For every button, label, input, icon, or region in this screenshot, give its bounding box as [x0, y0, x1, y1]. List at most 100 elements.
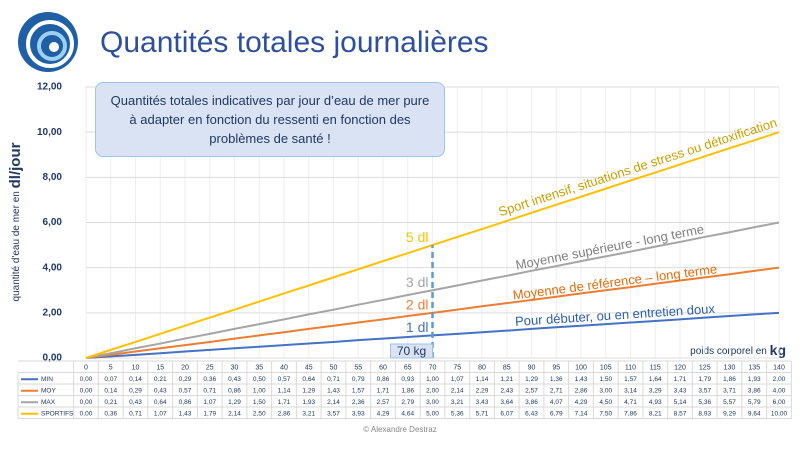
- table-cell: 3,57: [327, 410, 340, 417]
- table-cell: 3,29: [649, 387, 662, 394]
- table-cell: 0,36: [104, 410, 117, 417]
- table-cell: 1,79: [698, 376, 711, 383]
- table-cell: 4,50: [599, 399, 612, 406]
- table-cell: 5,57: [723, 399, 736, 406]
- table-cell: 1,29: [302, 387, 315, 394]
- level-label: 2 dl: [406, 297, 429, 313]
- table-cell: 3,93: [352, 410, 365, 417]
- table-cell: 6,00: [773, 399, 786, 406]
- x-tick-label: 115: [650, 365, 661, 372]
- table-cell: 4,71: [624, 399, 637, 406]
- credit: © Alexandre Destraz: [363, 425, 436, 434]
- x-axis-label: poids corporel en kg: [690, 342, 786, 358]
- table-cell: 4,07: [550, 399, 563, 406]
- table-cell: 8,21: [649, 410, 662, 417]
- table-cell: 5,36: [451, 410, 464, 417]
- level-label: 5 dl: [406, 229, 429, 245]
- table-cell: 0,86: [228, 387, 241, 394]
- x-tick-label: 55: [354, 365, 362, 372]
- logo: [18, 12, 78, 72]
- legend-label: MAX: [41, 399, 56, 406]
- table-cell: 6,79: [550, 410, 563, 417]
- table-cell: 4,93: [649, 399, 662, 406]
- table-cell: 1,86: [401, 387, 414, 394]
- table-cell: 4,29: [575, 399, 588, 406]
- table-cell: 1,93: [302, 399, 315, 406]
- table-cell: 2,43: [500, 387, 513, 394]
- table-cell: 0,57: [179, 387, 192, 394]
- table-cell: 5,71: [476, 410, 489, 417]
- table-cell: 3,57: [698, 387, 711, 394]
- x-tick-label: 30: [231, 365, 239, 372]
- y-tick-label: 6,00: [43, 217, 63, 228]
- table-cell: 6,43: [525, 410, 538, 417]
- table-cell: 3,21: [302, 410, 315, 417]
- table-cell: 0,29: [179, 376, 192, 383]
- y-tick-label: 10,00: [37, 127, 62, 138]
- x-tick-label: 0: [84, 365, 88, 372]
- table-cell: 2,86: [575, 387, 588, 394]
- table-cell: 0,00: [80, 387, 93, 394]
- x-unit: kg: [770, 342, 786, 358]
- table-cell: 10,00: [771, 410, 788, 417]
- table-cell: 2,00: [426, 387, 439, 394]
- table-cell: 2,57: [525, 387, 538, 394]
- x-tick-label: 125: [699, 365, 711, 372]
- x-tick-label: 75: [453, 365, 461, 372]
- table-cell: 0,43: [154, 387, 167, 394]
- table-cell: 3,00: [426, 399, 439, 406]
- table-cell: 0,64: [302, 376, 315, 383]
- level-label: 1 dl: [406, 319, 429, 335]
- table-cell: 1,57: [352, 387, 365, 394]
- y-tick-label: 2,00: [43, 307, 63, 318]
- table-cell: 1,43: [575, 376, 588, 383]
- table-cell: 0,86: [179, 399, 192, 406]
- table-cell: 3,14: [624, 387, 637, 394]
- table-cell: 4,29: [377, 410, 390, 417]
- table-cell: 1,71: [278, 399, 291, 406]
- table-cell: 0,29: [129, 387, 142, 394]
- x-tick-label: 15: [156, 365, 164, 372]
- x-tick-label: 45: [305, 365, 313, 372]
- table-cell: 1,14: [476, 376, 489, 383]
- x-tick-label: 10: [132, 365, 140, 372]
- table-cell: 0,00: [80, 376, 93, 383]
- table-cell: 2,79: [401, 399, 414, 406]
- table-cell: 0,00: [80, 399, 93, 406]
- x-tick-label: 20: [181, 365, 189, 372]
- x-tick-label: 70: [429, 365, 437, 372]
- table-cell: 0,21: [104, 399, 117, 406]
- y-axis-label: quantité d'eau de mer en dl/jour: [7, 142, 24, 301]
- x-tick-label: 50: [330, 365, 338, 372]
- table-cell: 1,07: [154, 410, 167, 417]
- table-cell: 1,29: [228, 399, 241, 406]
- table-cell: 0,07: [104, 376, 117, 383]
- line-annotation: Moyenne supérieure - long terme: [514, 221, 705, 272]
- table-cell: 1,50: [599, 376, 612, 383]
- table-cell: 0,43: [129, 399, 142, 406]
- level-label: 3 dl: [406, 274, 429, 290]
- x-tick-label: 5: [109, 365, 113, 372]
- table-cell: 1,86: [723, 376, 736, 383]
- table-cell: 3,64: [500, 399, 513, 406]
- table-cell: 2,86: [278, 410, 291, 417]
- table-cell: 2,14: [327, 399, 340, 406]
- table-cell: 3,21: [451, 399, 464, 406]
- table-cell: 2,71: [550, 387, 563, 394]
- x-tick-label: 80: [478, 365, 486, 372]
- table-cell: 3,00: [599, 387, 612, 394]
- line-annotation: Sport intensif, situations de stress ou …: [497, 115, 779, 219]
- table-cell: 0,21: [154, 376, 167, 383]
- table-cell: 1,43: [179, 410, 192, 417]
- series-line: [85, 131, 780, 359]
- table-cell: 1,93: [748, 376, 761, 383]
- table-cell: 1,71: [377, 387, 390, 394]
- table-cell: 1,07: [203, 399, 216, 406]
- table-cell: 2,29: [476, 387, 489, 394]
- table-cell: 1,64: [649, 376, 662, 383]
- table-cell: 0,36: [203, 376, 216, 383]
- table-cell: 0,50: [253, 376, 266, 383]
- table-cell: 5,79: [748, 399, 761, 406]
- table-cell: 2,14: [451, 387, 464, 394]
- table-cell: 6,07: [500, 410, 513, 417]
